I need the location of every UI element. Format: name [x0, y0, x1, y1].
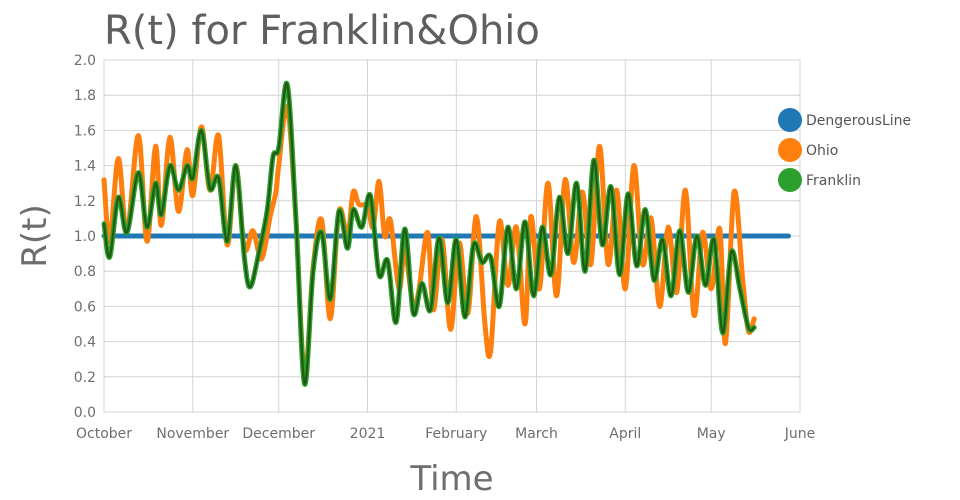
- y-tick-label: 1.8: [74, 88, 96, 104]
- legend: DengerousLine Ohio Franklin: [778, 108, 911, 192]
- x-axis-title: Time: [409, 459, 493, 499]
- x-tick-label: February: [425, 426, 487, 442]
- x-tick-label: April: [609, 426, 641, 442]
- legend-marker-franklin: [778, 168, 802, 192]
- y-tick-label: 2.0: [74, 53, 96, 69]
- x-tick-label: November: [156, 426, 229, 442]
- x-tick-label: October: [76, 426, 132, 442]
- y-tick-label: 1.4: [74, 159, 96, 175]
- y-tick-label: 0.0: [74, 405, 96, 421]
- x-tick-label: 2021: [350, 426, 386, 442]
- y-axis-ticks: 0.0 0.2 0.4 0.6 0.8 1.0 1.2 1.4 1.6 1.8 2.0: [74, 53, 96, 421]
- legend-marker-dengerousline: [778, 108, 802, 132]
- y-tick-label: 0.8: [74, 264, 96, 280]
- y-tick-label: 0.4: [74, 335, 96, 351]
- x-tick-label: May: [697, 426, 726, 442]
- legend-label-ohio: Ohio: [806, 143, 838, 159]
- y-tick-label: 0.6: [74, 299, 96, 315]
- series-lines: [101, 80, 791, 387]
- y-axis-title: R(t): [15, 204, 55, 267]
- chart-title: R(t) for Franklin&Ohio: [104, 8, 540, 54]
- y-tick-label: 0.2: [74, 370, 96, 386]
- y-tick-label: 1.6: [74, 123, 96, 139]
- x-tick-label: December: [242, 426, 315, 442]
- legend-label-franklin: Franklin: [806, 173, 861, 189]
- legend-marker-ohio: [778, 138, 802, 162]
- series-line-ohio: [101, 104, 757, 380]
- y-tick-label: 1.0: [74, 229, 96, 245]
- series-overlap-line: [102, 82, 756, 386]
- legend-label-dengerousline: DengerousLine: [806, 113, 911, 129]
- x-tick-label: March: [515, 426, 558, 442]
- y-tick-label: 1.2: [74, 194, 96, 210]
- x-tick-label: June: [784, 426, 816, 442]
- x-axis-ticks: October November December 2021 February March…: [76, 426, 815, 442]
